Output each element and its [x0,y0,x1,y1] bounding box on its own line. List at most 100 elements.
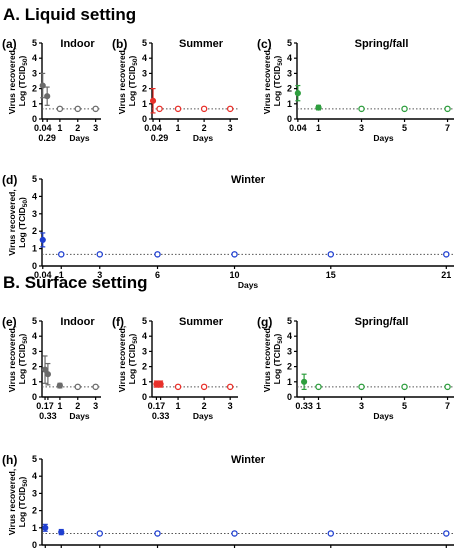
y-tick-label: 5 [32,316,37,326]
y-axis-label-line1: Virus recovered, [117,326,127,392]
x-tick-label: 1 [57,401,62,411]
data-point [443,251,450,258]
y-axis-label-subscript: 50 [132,336,139,344]
data-point [444,105,451,113]
y-axis-label-subscript: 50 [132,58,139,66]
y-axis-label-subscript: 50 [22,336,29,344]
y-axis-label-line2: Log (TCID [17,66,27,107]
x-tick-label: 0.04 [144,123,162,133]
y-tick-label: 4 [32,331,37,341]
data-point [231,530,238,537]
x-tick-label: 1 [316,123,321,133]
data-point [226,383,234,391]
y-axis-label-subscript: 50 [277,336,284,344]
y-tick-label: 0 [287,392,292,402]
x-tick-label: 2 [202,123,207,133]
panel-title: Summer [179,316,224,328]
data-point [42,524,49,531]
data-point [358,383,365,391]
y-tick-label: 0 [287,114,292,124]
x-tick-label: 3 [93,401,98,411]
data-point [96,251,104,258]
y-tick-label: 1 [287,99,292,109]
data-point [56,105,64,113]
x-axis-label: Days [373,133,394,143]
section-title-liquid: A. Liquid setting [3,5,136,24]
y-tick-label: 3 [32,488,37,498]
data-point [157,380,164,388]
data-point [58,529,65,536]
y-tick-label: 4 [142,53,147,63]
x-tick-label: 5 [402,401,407,411]
x-axis-label: Days [193,411,214,421]
y-tick-label: 3 [287,346,292,356]
y-axis-label-suffix: ) [127,56,137,59]
y-tick-label: 3 [287,68,292,78]
data-point [401,383,408,391]
x-tick-label: 1 [176,401,181,411]
panel-letter: (e) [2,315,17,329]
y-tick-label: 2 [32,84,37,94]
x-tick-label: 1 [176,123,181,133]
y-tick-label: 4 [32,471,37,481]
y-axis-label-suffix: ) [17,197,27,200]
x-tick-label: 2 [202,401,207,411]
data-point [174,105,182,113]
y-tick-label: 0 [32,114,37,124]
data-point [58,251,65,258]
y-tick-label: 2 [287,362,292,372]
y-tick-label: 4 [287,53,292,63]
x-tick-label: 0.33 [295,401,313,411]
y-axis-label: Virus recovered,Log (TCID50) [7,469,29,535]
data-point [358,105,365,113]
x-tick-label: 3 [359,401,364,411]
panel-letter: (c) [257,37,272,51]
data-point [327,530,335,537]
panel-title: Indoor [60,38,95,50]
y-tick-label: 1 [142,377,147,387]
y-axis-label-line1: Virus recovered, [7,326,17,392]
y-tick-label: 1 [32,377,37,387]
data-point [39,82,46,89]
data-point [44,93,51,100]
y-axis-label-line2: Log (TCID [17,207,27,248]
x-tick-label: 6 [155,270,160,280]
panel-title: Winter [231,454,266,466]
x-tick-label: 3 [97,270,102,280]
y-axis-label-suffix: ) [272,56,282,59]
y-axis-label-suffix: ) [17,334,27,337]
x-tick-label: 2 [75,123,80,133]
panel-letter: (g) [257,315,272,329]
data-point [96,530,104,537]
y-axis-label-suffix: ) [127,334,137,337]
panel-title: Spring/fall [355,38,409,50]
y-tick-label: 2 [287,84,292,94]
y-axis-label-suffix: ) [17,56,27,59]
panel-letter: (a) [2,37,17,51]
y-tick-label: 5 [32,38,37,48]
y-tick-label: 1 [287,377,292,387]
x-tick-label: 3 [93,123,98,133]
y-axis-label-line2: Log (TCID [272,66,282,107]
y-axis-label: Virus recovered,Log (TCID50) [117,48,139,114]
data-point [401,105,408,113]
x-tick-label: 0.29 [151,133,169,143]
x-tick-label: 1 [59,270,64,280]
data-point [294,90,301,97]
x-tick-label: 3 [359,123,364,133]
y-tick-label: 5 [142,316,147,326]
y-axis-label: Virus recovered,Log (TCID50) [117,326,139,392]
data-point [226,105,234,113]
y-axis-label-line2: Log (TCID [17,487,27,528]
data-point [39,236,46,243]
y-axis-label-subscript: 50 [22,200,29,208]
y-tick-label: 5 [32,174,37,184]
y-axis-label-subscript: 50 [22,479,29,487]
